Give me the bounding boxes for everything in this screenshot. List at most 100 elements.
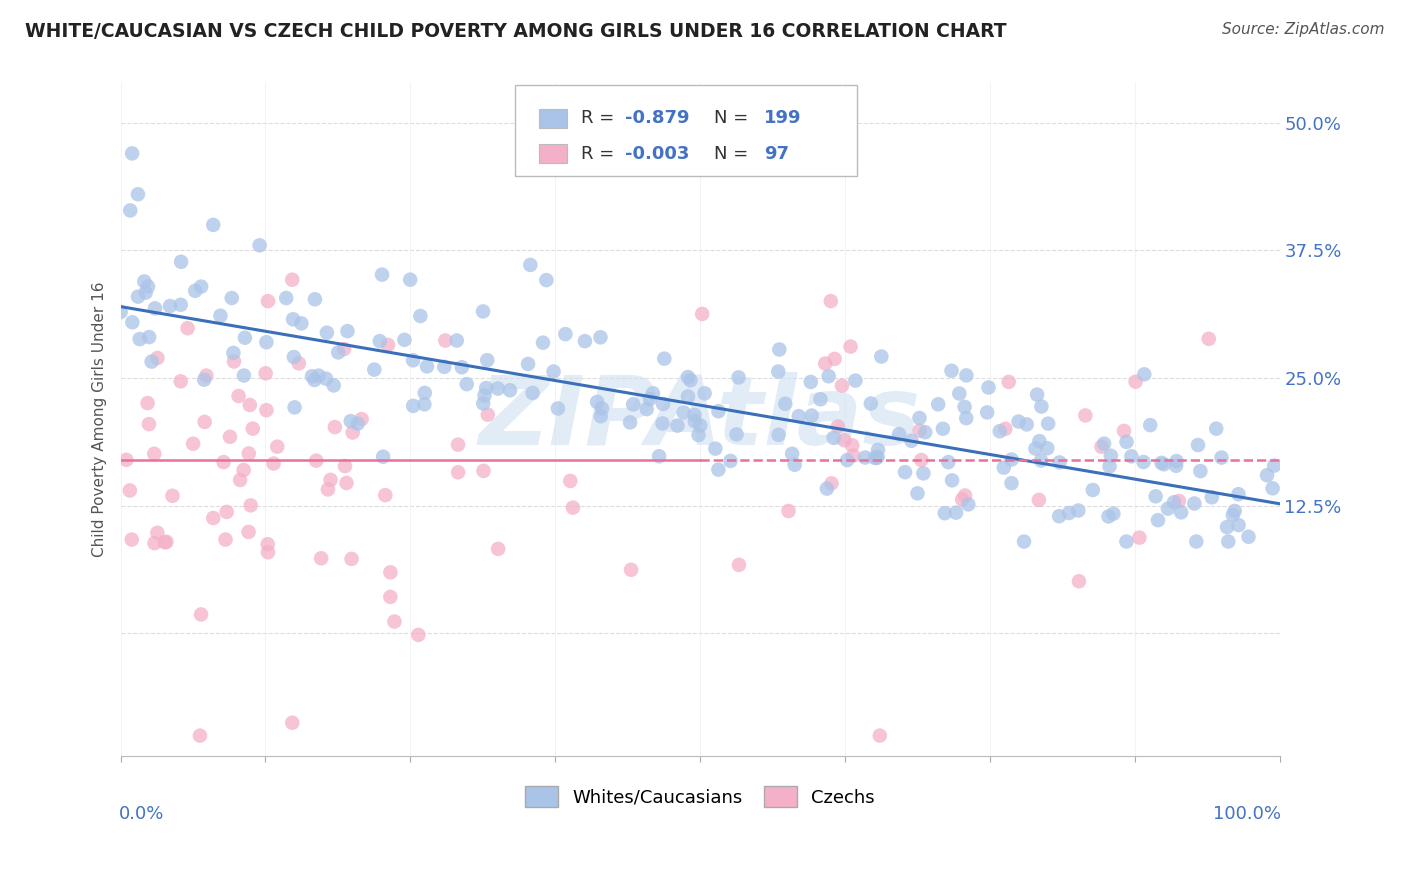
Point [810,392,832,407]
Point [346,417,368,431]
Point [1263,458,1285,473]
Point [127,187,149,202]
Point [638,392,661,406]
Point [447,466,470,480]
Point [908,424,931,438]
Point [342,425,364,440]
Point [233,331,256,345]
Point [522,386,544,401]
Point [1227,518,1250,533]
Point [1167,494,1189,508]
Point [446,334,468,348]
Point [683,408,706,422]
Point [146,525,169,540]
Point [1139,418,1161,433]
Point [239,499,262,513]
Point [820,476,842,491]
Point [371,450,394,464]
Point [1036,441,1059,455]
Point [254,403,277,417]
Text: 100.0%: 100.0% [1213,805,1281,822]
Point [1112,424,1135,438]
Point [221,291,243,305]
Point [138,330,160,344]
Point [374,488,396,502]
Point [908,411,931,425]
Point [863,450,886,465]
Point [242,422,264,436]
Point [162,489,184,503]
Point [1182,496,1205,510]
Point [232,368,254,383]
Point [281,715,304,730]
Point [783,458,806,472]
Point [219,430,242,444]
Point [194,415,217,429]
Point [589,330,612,344]
Point [827,419,849,434]
Point [560,474,582,488]
Point [377,338,399,352]
Point [1000,452,1022,467]
Point [887,427,910,442]
Point [648,450,671,464]
Point [159,299,181,313]
Point [589,409,612,424]
Bar [538,145,567,163]
Point [1222,508,1244,522]
Point [672,405,695,419]
Point [477,408,499,422]
Text: Source: ZipAtlas.com: Source: ZipAtlas.com [1222,22,1385,37]
Point [138,417,160,431]
Point [1115,434,1137,449]
Point [941,364,963,378]
Point [531,335,554,350]
Point [212,455,235,469]
Point [315,371,337,385]
Point [688,428,710,442]
Point [308,368,330,383]
Point [1099,449,1122,463]
Point [912,467,935,481]
Point [907,486,929,500]
Point [1028,434,1050,449]
Point [340,552,363,566]
Point [787,409,810,424]
Point [1153,458,1175,472]
Point [1090,440,1112,454]
Point [1163,495,1185,509]
Point [953,488,976,502]
Point [475,381,498,395]
Point [1081,483,1104,497]
Point [249,238,271,252]
Point [499,384,522,398]
Point [844,374,866,388]
Point [309,551,332,566]
Point [136,396,159,410]
Point [683,414,706,428]
Point [1115,534,1137,549]
Point [368,334,391,348]
Point [1031,400,1053,414]
Point [1132,455,1154,469]
Point [1012,534,1035,549]
Point [936,455,959,469]
Point [866,442,889,457]
Point [780,447,803,461]
Point [817,369,839,384]
Point [621,397,644,411]
Point [1201,491,1223,505]
Point [619,416,641,430]
Point [620,563,643,577]
Point [409,309,432,323]
Point [1092,436,1115,450]
Point [115,452,138,467]
Point [281,312,304,326]
Point [768,427,790,442]
Point [1097,509,1119,524]
Point [472,396,495,410]
Point [447,437,470,451]
Point [1157,501,1180,516]
Point [288,356,311,370]
Point [1133,368,1156,382]
